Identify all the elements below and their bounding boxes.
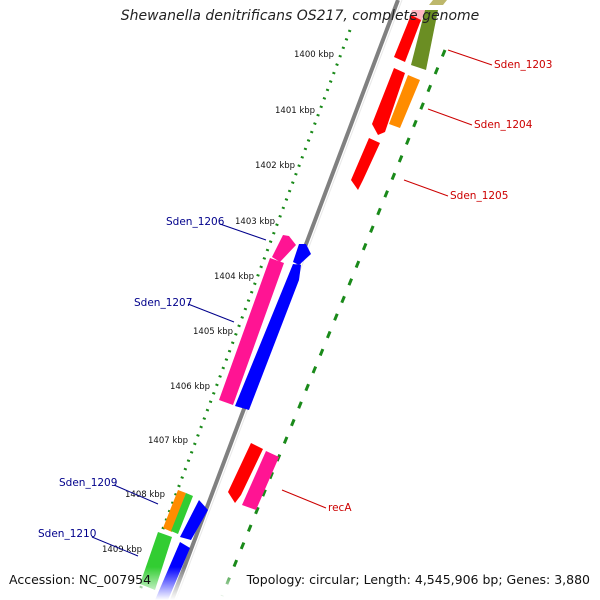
gene-arrow-blue[interactable] <box>235 264 301 410</box>
gene-label-reca[interactable]: recA <box>328 502 352 514</box>
genome-summary-text: Topology: circular; Length: 4,545,906 bp… <box>246 572 590 587</box>
dotted-tracks <box>138 29 447 597</box>
gene-arrow-red[interactable] <box>351 138 380 190</box>
gene-arrow-magenta[interactable] <box>219 258 284 405</box>
scale-label: 1407 kbp <box>148 436 188 446</box>
gene-label-sden-1209[interactable]: Sden_1209 <box>59 477 117 489</box>
scale-label: 1400 kbp <box>294 50 334 60</box>
gene-arrow-khaki[interactable] <box>429 0 447 5</box>
scale-label: 1405 kbp <box>193 327 233 337</box>
gene-arrow-orange[interactable] <box>163 490 186 532</box>
gene-label-sden-1207[interactable]: Sden_1207 <box>134 297 192 309</box>
gene-label-sden-1210[interactable]: Sden_1210 <box>38 528 96 540</box>
scale-track <box>138 29 352 591</box>
gene-label-sden-1206[interactable]: Sden_1206 <box>166 216 225 228</box>
gene-arrow-green[interactable] <box>171 493 193 534</box>
scale-label: 1409 kbp <box>102 545 142 555</box>
gene-arrow-blue[interactable] <box>180 500 208 540</box>
gene-arrow-magenta[interactable] <box>272 235 296 262</box>
gene-label-sden-1203[interactable]: Sden_1203 <box>494 59 552 71</box>
scale-label: 1402 kbp <box>255 161 295 171</box>
gene-label-sden-1204[interactable]: Sden_1204 <box>474 119 533 131</box>
scale-labels: 1400 kbp 1401 kbp 1402 kbp 1403 kbp 1404… <box>102 50 334 555</box>
reverse-outer-track <box>220 49 447 597</box>
scale-label: 1408 kbp <box>125 490 165 500</box>
gene-arrow-orange[interactable] <box>389 75 420 128</box>
page-title: Shewanella denitrificans OS217, complete… <box>120 8 480 24</box>
gene-arrow-red[interactable] <box>394 15 421 62</box>
gene-arrow-magenta[interactable] <box>242 451 279 510</box>
accession-text: Accession: NC_007954 <box>9 572 152 587</box>
gene-arrow-olive[interactable] <box>411 10 438 70</box>
scale-label: 1404 kbp <box>214 272 254 282</box>
gene-arrow-red[interactable] <box>372 68 405 135</box>
gene-label-sden-1205[interactable]: Sden_1205 <box>450 190 508 202</box>
reverse-genes <box>228 0 447 510</box>
reverse-gene-callouts <box>281 49 493 509</box>
scale-label: 1403 kbp <box>235 217 275 227</box>
bottom-fade <box>0 545 600 600</box>
gene-arrow-blue[interactable] <box>293 244 311 265</box>
scale-label: 1401 kbp <box>275 106 315 116</box>
scale-label: 1406 kbp <box>170 382 210 392</box>
forward-gene-callouts <box>91 223 267 557</box>
gene-arrow-red[interactable] <box>228 443 263 503</box>
